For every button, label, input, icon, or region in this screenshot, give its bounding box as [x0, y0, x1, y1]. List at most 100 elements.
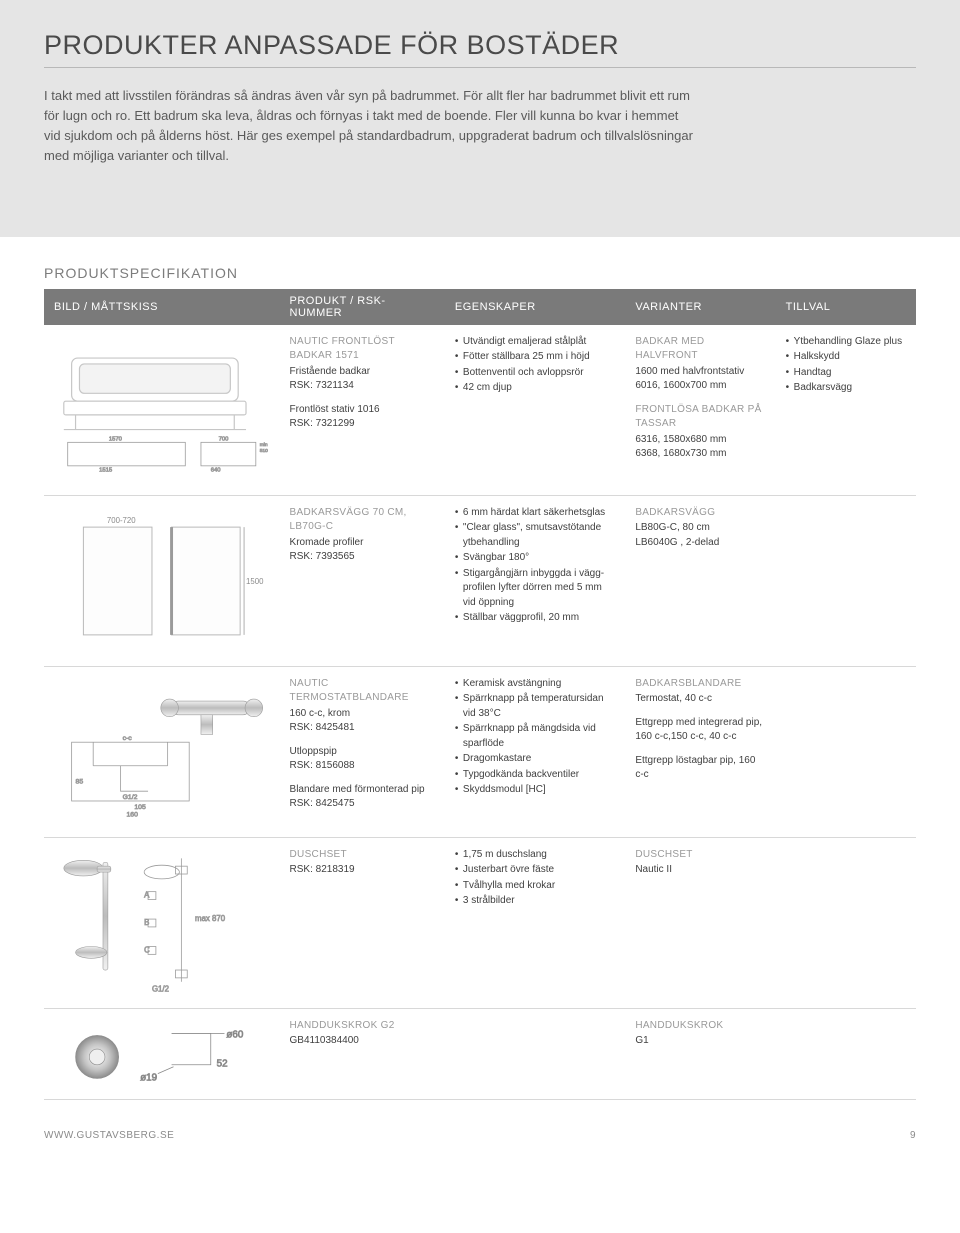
table-row: 1570 1515 700 510 min 640	[44, 325, 916, 496]
bath-screen-icon: 700-720 1500	[54, 506, 270, 656]
product-line: RSK: 8156088	[290, 759, 435, 774]
product-subtitle: NAUTIC TERMOSTATBLANDARE	[290, 677, 435, 706]
variant-line: Ettgrepp löstagbar pip, 160 c-c	[635, 754, 765, 783]
feature-item: Skyddsmodul [HC]	[455, 783, 615, 798]
variants-cell: BADKAR MED HALVFRONT 1600 med halvfronts…	[625, 325, 775, 496]
table-row: c-c 85 G1/2 105 160 NAUTIC TERMOSTATBLAN…	[44, 666, 916, 837]
col-produkt: PRODUKT / RSK-NUMMER	[280, 289, 445, 325]
features-cell: 6 mm härdat klart säkerhetsglas "Clear g…	[445, 495, 625, 666]
svg-text:640: 640	[211, 467, 222, 473]
table-row: ø60 52 ø19 HANDDUKSKROK G2 GB4110384400	[44, 1008, 916, 1099]
variant-line: Termostat, 40 c-c	[635, 692, 765, 707]
product-line: RSK: 7393565	[290, 550, 435, 565]
col-tillval: TILLVAL	[776, 289, 916, 325]
feature-item: Ställbar väggprofil, 20 mm	[455, 611, 615, 626]
product-line: RSK: 7321134	[290, 379, 435, 394]
variants-cell: BADKARSBLANDARE Termostat, 40 c-c Ettgre…	[625, 666, 775, 837]
footer-url: WWW.GUSTAVSBERG.SE	[44, 1130, 174, 1141]
svg-text:700-720: 700-720	[107, 516, 136, 525]
feature-item: Justerbart övre fäste	[455, 863, 615, 878]
svg-text:85: 85	[76, 778, 84, 785]
variants-cell: DUSCHSET Nautic II	[625, 837, 775, 1008]
page-footer: WWW.GUSTAVSBERG.SE 9	[0, 1120, 960, 1159]
product-cell: DUSCHSET RSK: 8218319	[280, 837, 445, 1008]
option-item: Handtag	[786, 366, 906, 381]
svg-text:G1/2: G1/2	[152, 984, 169, 993]
variant-line: 6368, 1680x730 mm	[635, 447, 765, 462]
spec-section: PRODUKTSPECIFIKATION BILD / MÅTTSKISS PR…	[0, 237, 960, 1120]
feature-item: Keramisk avstängning	[455, 677, 615, 692]
image-cell: A B C max 870 G1/2	[44, 837, 280, 1008]
page-title: PRODUKTER ANPASSADE FÖR BOSTÄDER	[44, 30, 916, 68]
features-cell: Keramisk avstängning Spärrknapp på tempe…	[445, 666, 625, 837]
feature-item: Utvändigt emaljerad stålplåt	[455, 335, 615, 350]
product-cell: BADKARSVÄGG 70 CM, LB70G-C Kromade profi…	[280, 495, 445, 666]
feature-item: Spärrknapp på mängdsida vid sparflöde	[455, 722, 615, 751]
image-cell: 1570 1515 700 510 min 640	[44, 325, 280, 496]
thermostat-mixer-icon: c-c 85 G1/2 105 160	[54, 677, 270, 827]
product-line: RSK: 8425481	[290, 721, 435, 736]
variant-subtitle: BADKAR MED HALVFRONT	[635, 335, 765, 364]
feature-item: Spärrknapp på temperatursidan vid 38°C	[455, 692, 615, 721]
features-cell: 1,75 m duschslang Justerbart övre fäste …	[445, 837, 625, 1008]
feature-item: 42 cm djup	[455, 381, 615, 396]
variants-cell: BADKARSVÄGG LB80G-C, 80 cm LB6040G , 2-d…	[625, 495, 775, 666]
options-cell	[776, 837, 916, 1008]
svg-text:510: 510	[260, 448, 268, 454]
intro-text: I takt med att livsstilen förändras så ä…	[44, 86, 694, 167]
svg-text:ø19: ø19	[140, 1072, 157, 1083]
svg-text:c-c: c-c	[123, 735, 133, 742]
svg-text:ø60: ø60	[226, 1029, 243, 1040]
variant-line: 160 c-c,150 c-c, 40 c-c	[635, 730, 765, 745]
product-cell: NAUTIC FRONTLÖST BADKAR 1571 Fristående …	[280, 325, 445, 496]
variant-subtitle: DUSCHSET	[635, 848, 765, 863]
options-cell	[776, 495, 916, 666]
variant-line: LB6040G , 2-delad	[635, 536, 765, 551]
product-line: Frontlöst stativ 1016	[290, 403, 435, 418]
variant-subtitle: BADKARSVÄGG	[635, 506, 765, 521]
image-cell: c-c 85 G1/2 105 160	[44, 666, 280, 837]
variant-line: G1	[635, 1034, 765, 1049]
product-line: Utloppspip	[290, 745, 435, 760]
product-line: GB4110384400	[290, 1034, 435, 1049]
shower-set-icon: A B C max 870 G1/2	[54, 848, 270, 998]
variant-subtitle: FRONTLÖSA BADKAR PÅ TASSAR	[635, 403, 765, 432]
svg-text:700: 700	[219, 436, 230, 442]
svg-text:1570: 1570	[109, 436, 123, 442]
svg-text:G1/2: G1/2	[123, 794, 138, 801]
options-cell	[776, 666, 916, 837]
product-line: Fristående badkar	[290, 365, 435, 380]
spec-table: BILD / MÅTTSKISS PRODUKT / RSK-NUMMER EG…	[44, 289, 916, 1100]
product-line: 160 c-c, krom	[290, 707, 435, 722]
svg-text:max 870: max 870	[195, 914, 226, 923]
col-varianter: VARIANTER	[625, 289, 775, 325]
variant-line: 1600 med halvfrontstativ	[635, 365, 765, 380]
product-line: Blandare med förmonterad pip	[290, 783, 435, 798]
feature-item: "Clear glass", smutsavstötande ytbehandl…	[455, 521, 615, 550]
variant-line: 6016, 1600x700 mm	[635, 379, 765, 394]
col-bild: BILD / MÅTTSKISS	[44, 289, 280, 325]
svg-text:1500: 1500	[246, 577, 264, 586]
col-egenskaper: EGENSKAPER	[445, 289, 625, 325]
variant-line: LB80G-C, 80 cm	[635, 521, 765, 536]
variant-subtitle: BADKARSBLANDARE	[635, 677, 765, 692]
variant-line: 6316, 1580x680 mm	[635, 433, 765, 448]
feature-item: Stigargångjärn inbyggda i vägg­profilen …	[455, 567, 615, 611]
feature-item: 3 strålbilder	[455, 894, 615, 909]
product-line: Kromade profiler	[290, 536, 435, 551]
header-block: PRODUKTER ANPASSADE FÖR BOSTÄDER I takt …	[0, 0, 960, 237]
feature-item: Typgodkända backventiler	[455, 768, 615, 783]
svg-text:160: 160	[126, 811, 138, 818]
table-row: 700-720 1500 BADKARSVÄGG 70 CM, LB70G-C …	[44, 495, 916, 666]
product-cell: HANDDUKSKROK G2 GB4110384400	[280, 1008, 445, 1099]
product-subtitle: BADKARSVÄGG 70 CM, LB70G-C	[290, 506, 435, 535]
feature-item: Svängbar 180°	[455, 551, 615, 566]
bathtub-icon: 1570 1515 700 510 min 640	[54, 335, 270, 485]
option-item: Ytbehandling Glaze plus	[786, 335, 906, 350]
variants-cell: HANDDUKSKROK G1	[625, 1008, 775, 1099]
feature-item: 6 mm härdat klart säkerhetsglas	[455, 506, 615, 521]
product-line: RSK: 8218319	[290, 863, 435, 878]
product-subtitle: HANDDUKSKROK G2	[290, 1019, 435, 1034]
svg-text:105: 105	[134, 803, 146, 810]
table-header-row: BILD / MÅTTSKISS PRODUKT / RSK-NUMMER EG…	[44, 289, 916, 325]
